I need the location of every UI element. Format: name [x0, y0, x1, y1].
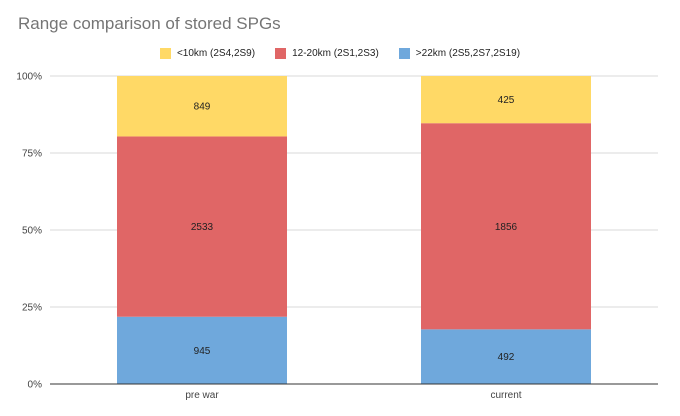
data-label: 2533	[191, 222, 214, 233]
y-tick-label: 25%	[22, 303, 42, 314]
bar-segment	[117, 136, 287, 317]
bar-segment	[117, 76, 287, 137]
bar-segment	[421, 329, 591, 384]
data-label: 492	[498, 352, 515, 363]
y-tick-label: 50%	[22, 226, 42, 237]
y-tick-label: 0%	[28, 380, 43, 391]
legend-swatch	[159, 47, 171, 59]
legend-item: <10km (2S4,2S9)	[159, 45, 256, 61]
legend-label: 12-20km (2S1,2S3)	[292, 47, 379, 59]
data-label: 849	[194, 102, 211, 113]
legend-item: >22km (2S5,2S7,2S19)	[398, 45, 521, 61]
bar-segment	[117, 316, 287, 384]
x-tick-label: current	[490, 390, 521, 401]
chart-legend: <10km (2S4,2S9) 12-20km (2S1,2S3) >22km (2…	[0, 45, 680, 61]
data-label: 945	[194, 346, 211, 357]
bar-segment	[421, 76, 591, 124]
legend-item: 12-20km (2S1,2S3)	[275, 45, 379, 61]
y-tick-label: 75%	[22, 149, 42, 160]
data-label: 425	[498, 95, 515, 106]
data-label: 1856	[495, 222, 518, 233]
y-tick-label: 100%	[16, 72, 42, 83]
legend-swatch	[398, 47, 410, 59]
x-tick-label: pre war	[185, 390, 219, 401]
legend-swatch	[275, 47, 287, 59]
chart-title: Range comparison of stored SPGs	[18, 14, 281, 33]
bar-segment	[421, 123, 591, 330]
legend-label: >22km (2S5,2S7,2S19)	[415, 47, 521, 59]
legend-label: <10km (2S4,2S9)	[176, 47, 256, 59]
